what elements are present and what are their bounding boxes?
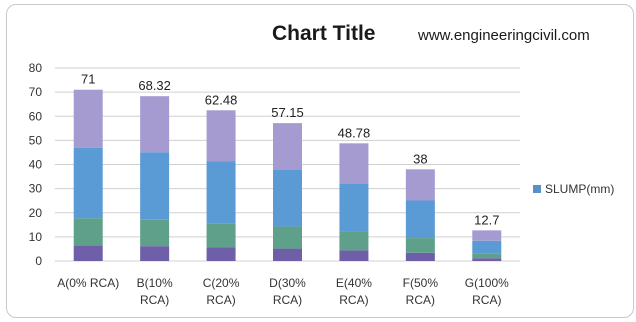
bar-segment	[206, 223, 236, 248]
bar-segment	[405, 252, 435, 261]
bar	[273, 123, 302, 261]
bar	[73, 89, 103, 261]
x-tick-label: RCA)	[273, 293, 302, 307]
data-label: 57.15	[271, 105, 304, 120]
data-label: 38	[413, 151, 427, 166]
bar-segment	[405, 238, 435, 253]
bar-segment	[472, 230, 502, 241]
bar	[339, 143, 369, 261]
x-tick-label: G(100%	[465, 276, 509, 290]
data-label: 62.48	[205, 92, 238, 107]
bar-segment	[339, 250, 369, 261]
bar-segment	[73, 147, 103, 219]
bar-segment	[273, 248, 302, 261]
data-labels: 71 68.32 62.48 57.15 48.78 38 12.7	[81, 72, 499, 228]
bar-segment	[206, 161, 236, 224]
y-tick-label: 70	[29, 85, 43, 99]
data-label: 68.32	[138, 78, 171, 93]
bar-segment	[339, 231, 369, 251]
bar-segment	[140, 152, 170, 220]
x-tick-label: RCA)	[140, 293, 169, 307]
y-axis-ticks: 0 10 20 30 40 50 60 70 80	[29, 61, 43, 268]
legend: SLUMP(mm)	[533, 182, 614, 196]
x-tick-label: B(10%	[137, 276, 173, 290]
legend-swatch	[533, 185, 541, 193]
x-tick-label: F(50%	[403, 276, 439, 290]
bar-segment	[73, 89, 103, 148]
y-tick-label: 0	[35, 254, 42, 268]
y-tick-label: 30	[29, 182, 43, 196]
bar-segment	[273, 123, 302, 171]
y-tick-label: 80	[29, 61, 43, 75]
x-tick-label: RCA)	[206, 293, 235, 307]
bar	[140, 96, 170, 261]
bar	[405, 169, 435, 261]
bar-segment	[273, 170, 302, 227]
x-tick-label: RCA)	[472, 293, 501, 307]
bar-segment	[472, 253, 502, 259]
y-tick-label: 20	[29, 206, 43, 220]
x-tick-label: A(0% RCA)	[57, 276, 119, 290]
bar-segment	[405, 200, 435, 239]
x-tick-label: RCA)	[406, 293, 435, 307]
bar-segment	[339, 183, 369, 232]
bar-segment	[73, 218, 103, 246]
x-tick-label: RCA)	[339, 293, 368, 307]
data-label: 12.7	[474, 212, 499, 227]
y-tick-label: 40	[29, 158, 43, 172]
x-tick-label: C(20%	[203, 276, 240, 290]
bar-segment	[140, 246, 170, 261]
bar-segment	[206, 110, 236, 162]
bar-segment	[405, 169, 435, 201]
bar	[472, 230, 502, 261]
bar-segment	[206, 247, 236, 261]
x-tick-label: D(30%	[269, 276, 306, 290]
bar-segment	[273, 226, 302, 249]
x-tick-label: E(40%	[336, 276, 372, 290]
y-tick-label: 60	[29, 109, 43, 123]
y-tick-label: 10	[29, 230, 43, 244]
bars	[73, 89, 502, 261]
bar-segment	[339, 143, 369, 184]
bar-segment	[140, 96, 170, 153]
chart-frame	[6, 4, 634, 318]
data-label: 48.78	[338, 125, 371, 140]
watermark-text: www.engineeringcivil.com	[418, 27, 590, 44]
bar-segment	[472, 240, 502, 254]
bar	[206, 110, 236, 261]
chart-title: Chart Title	[272, 22, 376, 45]
bar-segment	[73, 245, 103, 261]
bar-segment	[472, 258, 502, 261]
y-tick-label: 50	[29, 133, 43, 147]
bar-segment	[140, 219, 170, 247]
legend-label: SLUMP(mm)	[545, 182, 614, 196]
data-label: 71	[81, 72, 95, 87]
x-axis-ticks: A(0% RCA) B(10% RCA) C(20% RCA) D(30% RCA) E(40…	[57, 276, 509, 307]
